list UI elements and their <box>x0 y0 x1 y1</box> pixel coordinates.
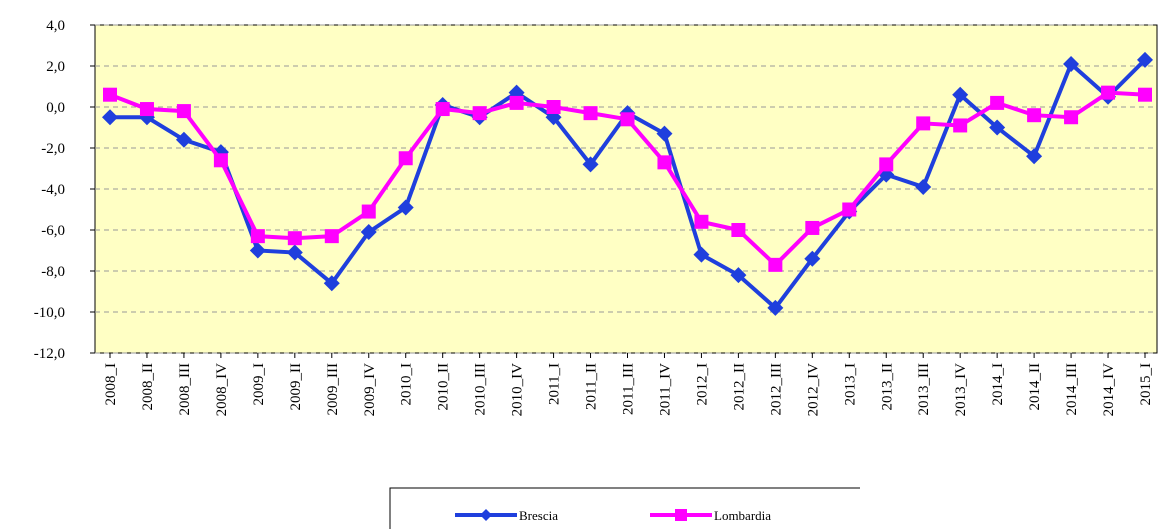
point <box>175 131 192 148</box>
x-tick-label: 2011_IV <box>657 363 673 416</box>
x-tick-label: 2012_II <box>731 363 747 411</box>
point <box>989 119 1006 136</box>
x-tick-label: 2013_IV <box>953 363 969 416</box>
point <box>657 155 672 170</box>
x-tick-label: 2014_II <box>1027 363 1043 411</box>
point <box>694 214 709 229</box>
x-tick-label: 2014_I <box>990 363 1006 406</box>
point <box>1101 85 1116 100</box>
point <box>693 246 710 263</box>
point <box>397 199 414 216</box>
point <box>1026 148 1043 165</box>
point <box>249 242 266 259</box>
x-tick-label: 2010_I <box>399 363 415 406</box>
point <box>1064 110 1079 125</box>
point <box>656 125 673 142</box>
x-tick-label: 2014_III <box>1064 363 1080 416</box>
y-tick-label: -6,0 <box>41 223 65 239</box>
x-tick-label: 2009_III <box>325 363 341 416</box>
point <box>620 112 635 127</box>
point <box>879 157 894 172</box>
point <box>250 229 265 244</box>
point <box>472 106 487 121</box>
y-tick-label: 4,0 <box>46 18 65 34</box>
y-tick-label: -10,0 <box>34 305 65 321</box>
x-tick-label: 2013_II <box>879 363 895 411</box>
x-tick-label: 2010_II <box>436 363 452 411</box>
point <box>731 223 746 237</box>
point <box>582 156 599 173</box>
x-tick-label: 2009_IV <box>362 363 378 416</box>
point <box>583 106 598 121</box>
point <box>953 118 968 133</box>
x-tick-label: 2011_II <box>584 363 600 410</box>
point <box>509 95 524 110</box>
point <box>323 275 340 292</box>
legend-marker <box>675 509 687 521</box>
point <box>176 104 191 119</box>
x-tick-label: 2011_I <box>547 363 563 405</box>
point <box>286 244 303 261</box>
y-tick-label: -12,0 <box>34 346 65 362</box>
point <box>1063 55 1080 72</box>
x-tick-label: 2008_II <box>140 363 156 411</box>
x-tick-label: 2013_III <box>916 363 932 416</box>
point <box>435 102 450 117</box>
x-tick-label: 2012_IV <box>805 363 821 416</box>
y-tick-label: -2,0 <box>41 141 65 157</box>
point <box>324 229 339 244</box>
x-tick-label: 2015_I <box>1138 363 1154 406</box>
x-tick-label: 2011_III <box>621 363 637 415</box>
y-tick-label: -8,0 <box>41 264 65 280</box>
point <box>102 109 118 126</box>
point <box>768 257 783 272</box>
y-tick-label: -4,0 <box>41 182 65 198</box>
x-tick-label: 2009_I <box>251 363 267 406</box>
x-tick-label: 2008_IV <box>214 363 230 416</box>
point <box>916 116 931 131</box>
x-tick-label: 2010_IV <box>510 363 526 416</box>
legend-frame <box>389 487 860 529</box>
legend: Brescia Lombardia <box>389 487 860 529</box>
point <box>213 153 228 168</box>
point <box>139 102 154 117</box>
x-tick-label: 2014_IV <box>1101 363 1117 416</box>
point <box>1138 87 1152 102</box>
point <box>287 231 302 246</box>
point <box>804 250 821 267</box>
x-tick-label: 2013_I <box>842 363 858 406</box>
x-tick-label: 2009_II <box>288 363 304 411</box>
point <box>990 95 1005 110</box>
legend-marker <box>480 509 492 521</box>
point <box>842 202 857 217</box>
x-tick-label: 2012_I <box>694 363 710 406</box>
point <box>805 220 820 235</box>
point <box>361 204 376 219</box>
point <box>1137 51 1153 68</box>
x-tick-label: 2012_III <box>768 363 784 416</box>
point <box>546 100 561 114</box>
x-tick-label: 2010_III <box>473 363 489 416</box>
point <box>952 86 969 103</box>
point <box>1027 108 1042 123</box>
point <box>915 178 932 195</box>
legend-label: Lombardia <box>714 508 771 523</box>
y-tick-label: 0,0 <box>46 100 65 116</box>
point <box>103 87 117 102</box>
point <box>730 267 747 284</box>
point <box>398 151 413 166</box>
x-tick-label: 2008_I <box>103 363 119 406</box>
x-tick-label: 2008_III <box>177 363 193 416</box>
legend-label: Brescia <box>519 508 558 523</box>
point <box>360 224 377 241</box>
point <box>767 299 784 316</box>
y-tick-label: 2,0 <box>46 59 65 75</box>
